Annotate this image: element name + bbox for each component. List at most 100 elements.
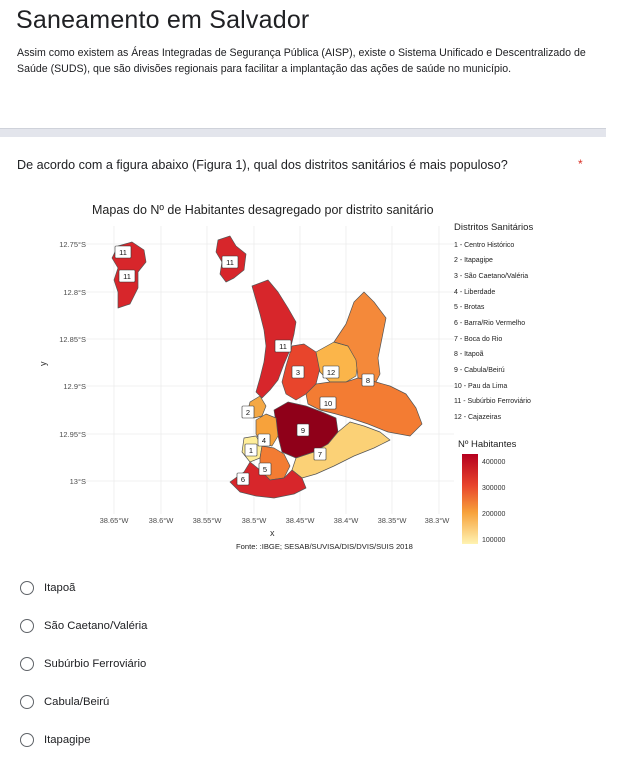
y-tick-labels: 12.75°S 12.8°S 12.85°S 12.9°S 12.95°S 13… [59,240,86,486]
svg-text:2: 2 [246,408,250,417]
svg-text:7: 7 [318,450,322,459]
option-label: Itapoã [44,582,76,594]
district-item: 9 - Cabula/Beirú [454,367,505,374]
district-item: 2 - Itapagipe [454,257,493,264]
map-label-2: 2 [241,405,255,419]
scale-label: 300000 [482,485,505,492]
y-tick: 13°S [70,477,86,486]
map-source: Fonte: :IBGE; SESAB/SUVISA/DIS/DVIS/SUIS… [236,542,413,551]
svg-text:6: 6 [241,475,245,484]
district-item: 10 - Pau da Lima [454,383,507,390]
x-tick: 38.4°W [334,516,360,525]
x-tick: 38.65°W [100,516,130,525]
option-label: Itapagipe [44,734,91,746]
x-tick: 38.6°W [149,516,175,525]
districts-legend: 1 - Centro Histórico 2 - Itapagipe 3 - S… [454,242,531,421]
map-label-5: 5 [258,462,272,476]
map-label-11d: 11 [274,339,292,353]
radio-button[interactable] [20,657,34,671]
map-label-3: 3 [291,365,305,379]
district-6-barra-rio-vermelho [229,461,307,499]
y-tick: 12.9°S [63,382,86,391]
svg-text:11: 11 [279,342,287,351]
map-label-4: 4 [257,433,271,447]
y-tick: 12.8°S [63,288,86,297]
x-tick: 38.5°W [242,516,268,525]
svg-text:11: 11 [119,248,127,257]
district-item: 6 - Barra/Rio Vermelho [454,320,525,327]
svg-text:11: 11 [226,258,234,267]
district-item: 1 - Centro Histórico [454,242,514,249]
districts-legend-title: Distritos Sanitários [454,222,533,233]
map-label-1: 1 [244,443,258,457]
option-itapoa[interactable]: Itapoã [20,578,75,598]
option-label: São Caetano/Valéria [44,620,148,632]
district-item: 7 - Boca do Rio [454,336,502,343]
svg-text:10: 10 [324,399,332,408]
district-10-pau-da-lima [305,377,423,437]
svg-text:9: 9 [301,426,305,435]
map-title: Mapas do Nº de Habitantes desagregado po… [92,203,434,217]
y-tick: 12.95°S [59,430,86,439]
question-text: De acordo com a figura abaixo (Figura 1)… [17,158,508,172]
district-11-suburbio [251,279,297,399]
district-item: 3 - São Caetano/Valéria [454,273,528,280]
option-suburbio-ferroviario[interactable]: Subúrbio Ferroviário [20,654,146,674]
district-item: 5 - Brotas [454,304,485,311]
svg-text:1: 1 [249,446,253,455]
svg-text:3: 3 [296,368,300,377]
form-description: Assim como existem as Áreas Integradas d… [17,47,586,75]
map-label-6: 6 [236,472,250,486]
scale-label: 100000 [482,537,505,544]
map-label-11a: 11 [114,245,132,259]
page-title: Saneamento em Salvador [16,6,310,34]
x-tick-labels: 38.65°W 38.6°W 38.55°W 38.5°W 38.45°W 38… [100,516,451,525]
svg-text:11: 11 [123,272,131,281]
radio-button[interactable] [20,695,34,709]
map-label-12: 12 [322,365,340,379]
section-divider [0,128,606,137]
district-item: 4 - Liberdade [454,289,495,296]
district-polygons [111,235,423,499]
radio-button[interactable] [20,733,34,747]
map-label-7: 7 [313,447,327,461]
district-item: 11 - Subúrbio Ferroviário [454,398,531,405]
svg-text:8: 8 [366,376,370,385]
option-label: Subúrbio Ferroviário [44,658,147,670]
x-axis-label: x [270,528,275,538]
district-7-boca-do-rio [291,421,391,479]
district-number-labels: 11 11 11 11 3 12 8 10 2 9 4 1 7 5 6 [114,245,375,486]
scale-label: 400000 [482,459,505,466]
x-tick: 38.55°W [193,516,223,525]
color-scale-labels: 400000 300000 200000 100000 [482,459,505,544]
option-label: Cabula/Beirú [44,696,110,708]
x-tick: 38.45°W [286,516,316,525]
map-label-11c: 11 [221,255,239,269]
scale-label: 200000 [482,511,505,518]
color-legend-title: Nº Habitantes [458,439,517,450]
svg-text:4: 4 [262,436,266,445]
form-header: Saneamento em Salvador Assim como existe… [0,0,630,128]
option-itapagipe[interactable]: Itapagipe [20,730,90,750]
choropleth-map: Mapas do Nº de Habitantes desagregado po… [38,203,533,551]
district-8-itapoa [333,291,387,383]
radio-button[interactable] [20,581,34,595]
y-axis-label: y [38,361,48,366]
option-sao-caetano-valeria[interactable]: São Caetano/Valéria [20,616,147,636]
x-tick: 38.3°W [425,516,451,525]
x-tick: 38.35°W [378,516,408,525]
map-label-8: 8 [361,373,375,387]
district-item: 8 - Itapoã [454,351,484,358]
district-item: 12 - Cajazeiras [454,414,502,421]
y-tick: 12.75°S [59,240,86,249]
map-label-11b: 11 [118,269,136,283]
svg-text:12: 12 [327,368,335,377]
map-label-10: 10 [319,396,337,410]
map-label-9: 9 [296,423,310,437]
y-tick: 12.85°S [59,335,86,344]
color-scale-bar [462,454,478,544]
option-cabula-beiru[interactable]: Cabula/Beirú [20,692,109,712]
figure-1-map: Mapas do Nº de Habitantes desagregado po… [34,196,574,558]
radio-button[interactable] [20,619,34,633]
required-asterisk: * [578,157,583,171]
